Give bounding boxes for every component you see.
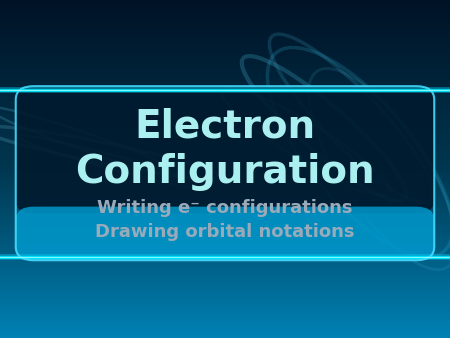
FancyBboxPatch shape xyxy=(16,207,434,260)
Text: Configuration: Configuration xyxy=(75,153,375,191)
Text: Writing e⁻ configurations: Writing e⁻ configurations xyxy=(97,199,353,217)
FancyBboxPatch shape xyxy=(16,86,434,213)
Text: Drawing orbital notations: Drawing orbital notations xyxy=(95,222,355,241)
Text: Electron: Electron xyxy=(135,108,315,146)
